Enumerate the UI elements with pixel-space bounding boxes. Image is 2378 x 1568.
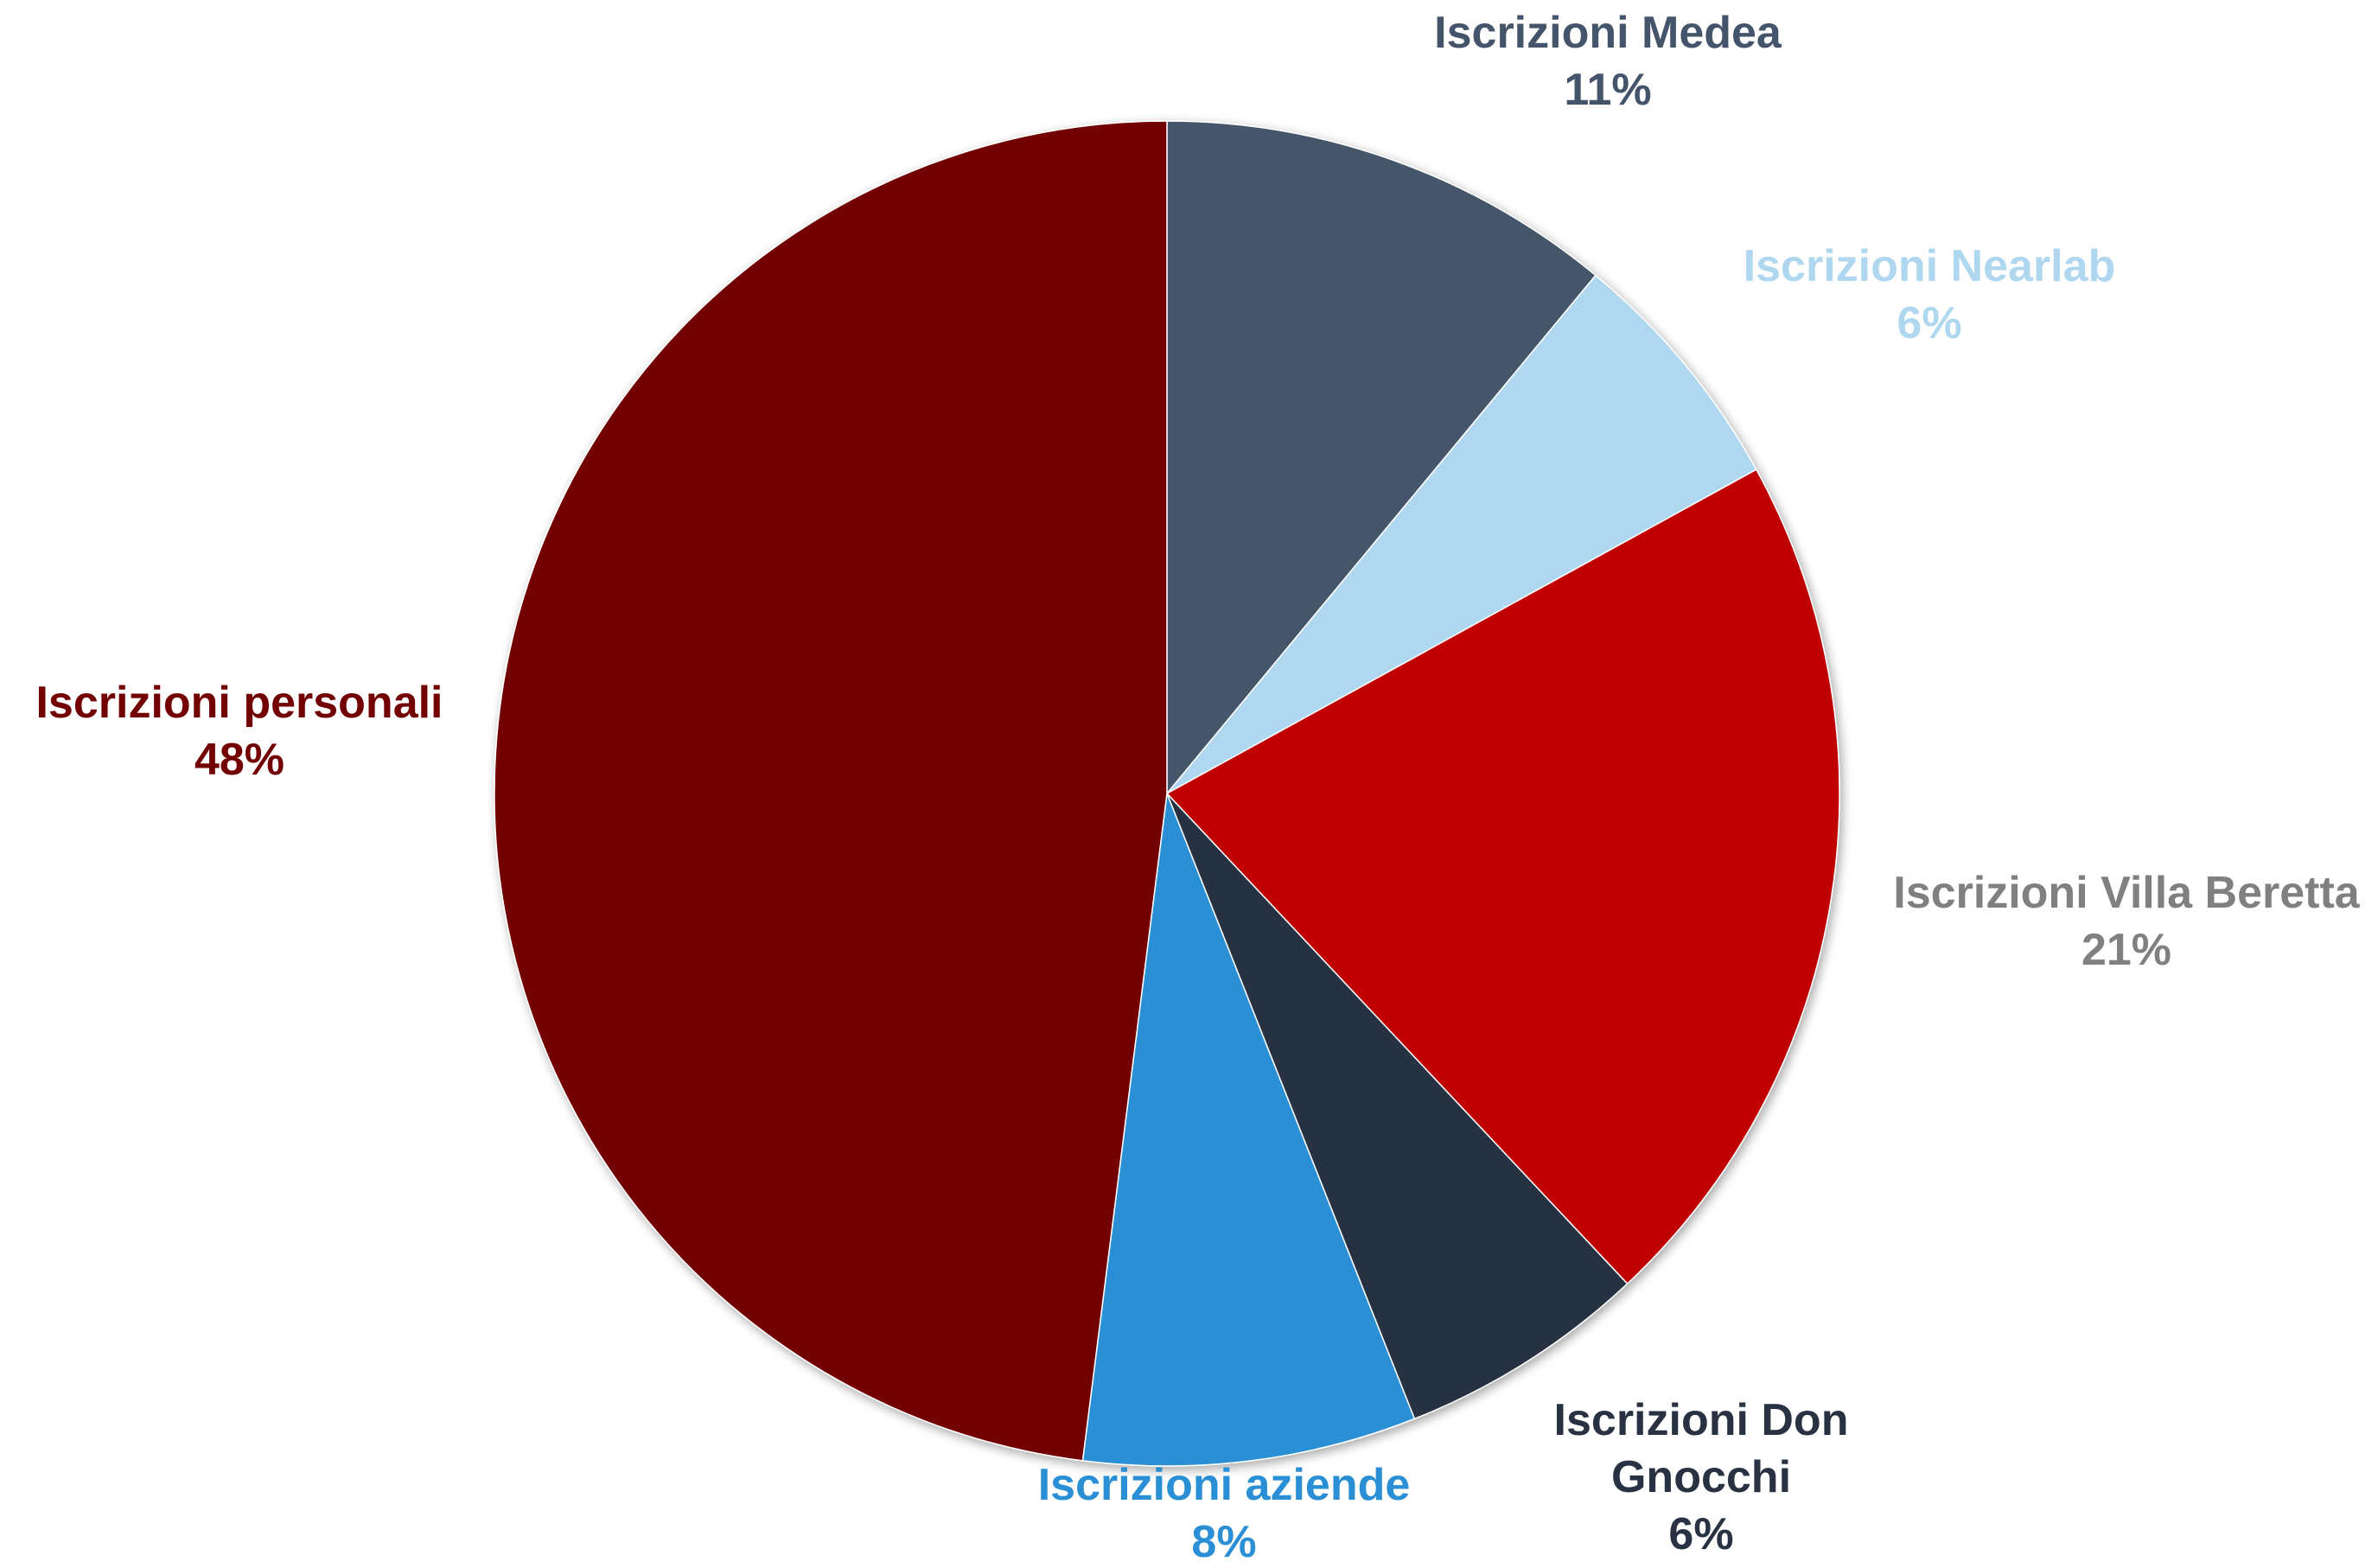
pie-slice-iscrizioni-aziende: [1081, 793, 1416, 1467]
pie-slice-iscrizioni-villa-beretta: [1165, 468, 1840, 1285]
slice-label-iscrizioni-personali: Iscrizioni personali 48%: [35, 678, 443, 785]
pie-slices: [494, 120, 1840, 1467]
slice-label-iscrizioni-aziende: Iscrizioni aziende 8%: [1038, 1460, 1411, 1567]
slice-label-iscrizioni-villa-beretta: Iscrizioni Villa Beretta 21%: [1893, 868, 2361, 975]
pie-slice-iscrizioni-don-gnocchi: [1166, 793, 1629, 1420]
slice-label-iscrizioni-medea: Iscrizioni Medea 11%: [1434, 8, 1782, 115]
pie-slice-iscrizioni-nearlab: [1166, 274, 1757, 794]
slice-label-iscrizioni-nearlab: Iscrizioni Nearlab 6%: [1744, 241, 2116, 348]
pie-slice-iscrizioni-medea: [1166, 120, 1597, 796]
pie-labels: Iscrizioni Medea 11% Iscrizioni Nearlab 6% I…: [35, 8, 2360, 1567]
slice-label-iscrizioni-don-gnocchi: Iscrizioni Don Gnocchi 6%: [1554, 1395, 1849, 1559]
pie-slice-iscrizioni-personali: [494, 120, 1168, 1462]
